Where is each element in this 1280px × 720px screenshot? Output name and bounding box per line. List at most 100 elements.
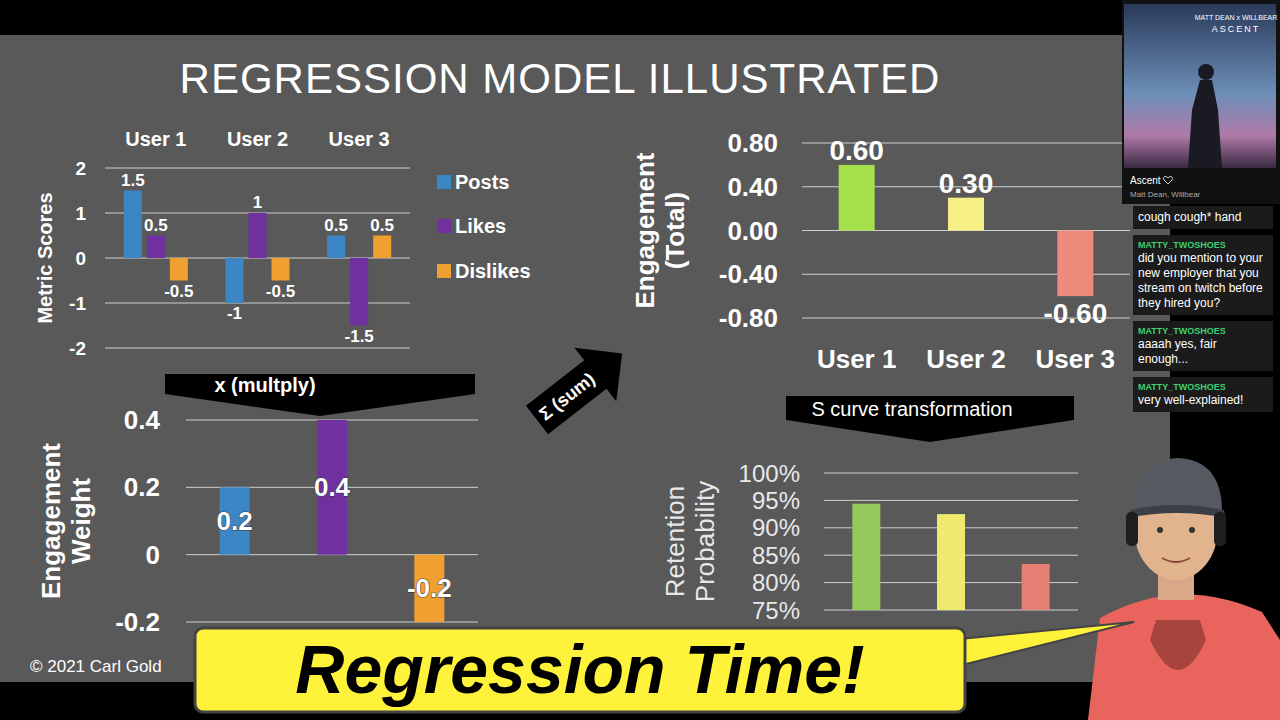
page: {"slide": {"title": "REGRESSION MODEL IL… xyxy=(0,0,1280,720)
tick-label: 0 xyxy=(146,540,160,570)
data-label: 1.5 xyxy=(121,171,145,190)
chat-text: aaaah yes, fair enough... xyxy=(1138,337,1217,366)
banner xyxy=(195,628,965,712)
chat-user: MATTY_TWOSHOES xyxy=(1138,239,1268,251)
banner-text: Regression Time! xyxy=(295,631,864,707)
copyright: © 2021 Carl Gold xyxy=(30,657,162,676)
legend-label: Dislikes xyxy=(455,260,531,282)
axis-title-line: Engagement xyxy=(36,443,66,599)
bar xyxy=(373,236,391,259)
bar xyxy=(350,258,368,326)
bar xyxy=(839,165,875,231)
bar xyxy=(852,504,880,610)
shirt-print xyxy=(1150,620,1206,670)
tick-label: 0.2 xyxy=(124,472,160,502)
legend-label: Likes xyxy=(455,215,506,237)
axis-title: RetentionProbability xyxy=(660,481,720,602)
legend: PostsLikesDislikes xyxy=(437,171,531,282)
arrow-label: Σ (sum) xyxy=(535,369,598,425)
data-labels: 1.5-10.50.51-1.5-0.5-0.50.5 xyxy=(121,171,394,346)
data-label: -0.5 xyxy=(164,282,193,301)
data-label: 1 xyxy=(253,193,262,212)
tick-label: 0.4 xyxy=(124,405,161,435)
eye xyxy=(1157,527,1163,533)
axis-title-line: Metric Scores xyxy=(34,192,56,323)
tick-label: 90% xyxy=(752,514,800,541)
chat-user: MATTY_TWOSHOES xyxy=(1138,325,1268,337)
chat-text: very well-explained! xyxy=(1138,393,1243,407)
grid-line xyxy=(105,168,410,169)
category-label: User 1 xyxy=(125,128,186,150)
data-label: -0.2 xyxy=(407,573,452,603)
data-labels: 0.20.4-0.2 xyxy=(217,472,452,603)
category-label: User 2 xyxy=(227,128,288,150)
axis-title: Metric Scores xyxy=(34,192,56,323)
bars xyxy=(852,504,1049,610)
headphone xyxy=(1126,512,1138,546)
chat-text: cough cough* hand xyxy=(1138,210,1241,224)
bar xyxy=(327,236,345,259)
banner-tail xyxy=(950,622,1134,668)
multiply-arrow xyxy=(165,374,475,416)
chart: -0.80-0.400.000.400.80Engagement(Total)U… xyxy=(630,128,1130,374)
bar xyxy=(948,198,984,231)
category-label: User 1 xyxy=(817,344,897,374)
tick-label: 95% xyxy=(752,487,800,514)
grid-line xyxy=(824,473,1078,474)
tick-label: 75% xyxy=(752,597,800,624)
axis-title-line: Retention xyxy=(660,486,690,597)
streamer-figure xyxy=(1088,458,1280,720)
data-label: 0.2 xyxy=(217,506,253,536)
art-figure xyxy=(1188,80,1222,168)
data-label: -0.5 xyxy=(266,282,295,301)
axis-title-line: Weight xyxy=(66,478,96,565)
axis-title-line: (Total) xyxy=(660,192,690,270)
bar xyxy=(124,191,142,259)
bar xyxy=(249,213,267,258)
chat-text: did you mention to your new employer tha… xyxy=(1138,251,1263,310)
arrow-label: S curve transformation xyxy=(811,398,1012,420)
tick-label: 0.00 xyxy=(727,216,778,246)
data-label: 0.5 xyxy=(144,216,168,235)
chat-user: MATTY_TWOSHOES xyxy=(1138,381,1268,393)
art-text: ASCENT xyxy=(1212,24,1261,34)
data-labels: 0.600.30-0.60 xyxy=(829,135,1107,329)
data-label: 0.60 xyxy=(829,135,884,166)
art-text: MATT DEAN x WILLBEAR xyxy=(1195,14,1278,21)
data-label: -1.5 xyxy=(345,327,374,346)
chart: -0.2 0 0.2 0.4 EngagementWeight 0.20.4-0.2 xyxy=(36,405,478,637)
bars xyxy=(839,165,1094,296)
tick-label: 0.80 xyxy=(727,128,778,158)
tick-label: 85% xyxy=(752,542,800,569)
data-label: 0.5 xyxy=(370,216,394,235)
chat-panel: cough cough* handMATTY_TWOSHOESdid you m… xyxy=(1133,206,1273,412)
eye xyxy=(1189,527,1195,533)
bars xyxy=(124,191,391,326)
tick-label: 2 xyxy=(75,158,86,179)
chat-message: MATTY_TWOSHOESdid you mention to your ne… xyxy=(1133,235,1273,315)
track-artists: Matt Dean, Willbear xyxy=(1130,190,1201,199)
tick-label: -2 xyxy=(69,338,86,359)
data-label: -0.60 xyxy=(1043,298,1107,329)
category-label: User 3 xyxy=(329,128,390,150)
tick-label: 0.40 xyxy=(727,172,778,202)
chat-message: cough cough* hand xyxy=(1133,206,1273,229)
chart: 75%80%85%90%95%100% RetentionProbability xyxy=(660,460,1078,624)
axis-title: Engagement(Total) xyxy=(630,152,690,308)
bar xyxy=(1057,231,1093,297)
heart-icon xyxy=(1163,177,1172,184)
bar xyxy=(1022,564,1050,610)
legend-swatch xyxy=(437,264,451,278)
legend-swatch xyxy=(437,219,451,233)
shirt xyxy=(1088,594,1280,720)
tick-label: 0 xyxy=(75,248,86,269)
sum-arrow-shape xyxy=(516,327,643,447)
chat-message: MATTY_TWOSHOESvery well-explained! xyxy=(1133,377,1273,412)
grid-line xyxy=(824,500,1078,501)
arrow-label: x (multply) xyxy=(214,374,315,396)
headphone xyxy=(1214,512,1226,546)
track-title: Ascent xyxy=(1130,175,1161,186)
tick-label: 80% xyxy=(752,569,800,596)
axis-title: EngagementWeight xyxy=(36,443,96,599)
tick-label: 100% xyxy=(739,460,800,487)
